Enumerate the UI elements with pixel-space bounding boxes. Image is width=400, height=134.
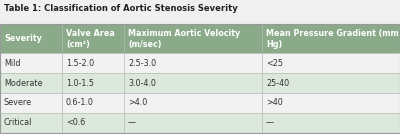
Text: 2.5-3.0: 2.5-3.0 <box>128 59 156 68</box>
Text: Mild: Mild <box>4 59 20 68</box>
Bar <box>124 24 262 53</box>
Bar <box>124 73 262 93</box>
Bar <box>124 93 262 113</box>
Bar <box>124 53 262 73</box>
Bar <box>0 24 62 53</box>
Bar <box>262 53 400 73</box>
Bar <box>62 24 124 53</box>
Text: Valve Area
(cm²): Valve Area (cm²) <box>66 29 115 49</box>
Bar <box>262 93 400 113</box>
Text: 1.0-1.5: 1.0-1.5 <box>66 79 94 88</box>
Bar <box>0 53 62 73</box>
Bar <box>262 24 400 53</box>
Text: Severe: Severe <box>4 98 32 107</box>
Bar <box>62 73 124 93</box>
Bar <box>62 53 124 73</box>
Bar <box>0 93 62 113</box>
Text: 3.0-4.0: 3.0-4.0 <box>128 79 156 88</box>
Text: Moderate: Moderate <box>4 79 42 88</box>
Text: >40: >40 <box>266 98 283 107</box>
Text: <0.6: <0.6 <box>66 118 85 127</box>
Bar <box>62 113 124 133</box>
Bar <box>262 73 400 93</box>
Text: Mean Pressure Gradient (mm
Hg): Mean Pressure Gradient (mm Hg) <box>266 29 399 49</box>
Bar <box>124 113 262 133</box>
Bar <box>62 93 124 113</box>
Text: —: — <box>266 118 274 127</box>
Text: 25-40: 25-40 <box>266 79 289 88</box>
Text: >4.0: >4.0 <box>128 98 147 107</box>
Text: Table 1: Classification of Aortic Stenosis Severity: Table 1: Classification of Aortic Stenos… <box>4 4 238 13</box>
Text: —: — <box>128 118 136 127</box>
Text: Severity: Severity <box>4 34 42 43</box>
Bar <box>0 113 62 133</box>
Text: Critical: Critical <box>4 118 32 127</box>
Text: 1.5-2.0: 1.5-2.0 <box>66 59 94 68</box>
Bar <box>0 24 400 133</box>
Text: Maximum Aortic Velocity
(m/sec): Maximum Aortic Velocity (m/sec) <box>128 29 240 49</box>
Bar <box>262 113 400 133</box>
Bar <box>0 73 62 93</box>
Text: 0.6-1.0: 0.6-1.0 <box>66 98 94 107</box>
Text: <25: <25 <box>266 59 283 68</box>
